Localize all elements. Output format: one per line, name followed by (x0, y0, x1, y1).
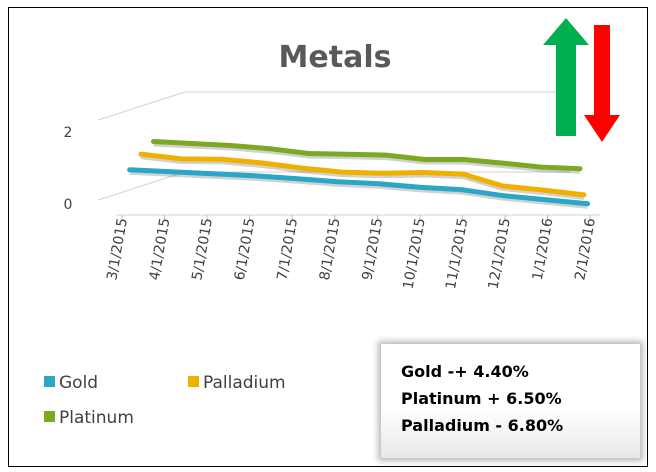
series-line-palladium (138, 151, 587, 198)
series-line-platinum (151, 139, 583, 172)
legend-label-palladium: Palladium (203, 373, 286, 393)
x-tick-label: 10/1/2015 (401, 217, 429, 290)
palladium-change-text: Palladium - 6.80% (401, 416, 564, 435)
x-tick-label: 5/1/2015 (189, 217, 216, 282)
axis-depth-line (97, 171, 186, 201)
y-tick-label: 2 (64, 125, 73, 141)
gold-change-text: Gold -+ 4.40% (401, 362, 529, 381)
down-arrow-icon (584, 25, 620, 142)
x-tick-label: 1/1/2016 (530, 217, 557, 282)
x-tick-label: 8/1/2015 (317, 217, 344, 282)
series-line-gold (127, 167, 591, 207)
chart-title: Metals (279, 40, 392, 75)
y-tick-label: 0 (64, 197, 73, 213)
x-tick-label: 4/1/2015 (147, 217, 174, 282)
change-annotation-box: Gold -+ 4.40% Platinum + 6.50% Palladium… (381, 344, 640, 458)
x-tick-label: 6/1/2015 (232, 217, 259, 282)
x-tick-label: 3/1/2015 (104, 217, 131, 282)
x-tick-label: 12/1/2015 (486, 217, 514, 290)
legend-swatch-platinum (44, 411, 55, 422)
legend-label-platinum: Platinum (59, 408, 134, 428)
platinum-change-text: Platinum + 6.50% (401, 389, 562, 408)
x-tick-label: 2/1/2016 (572, 217, 599, 282)
legend-swatch-palladium (188, 376, 199, 387)
x-tick-label: 7/1/2015 (274, 217, 301, 282)
x-tick-label: 9/1/2015 (360, 217, 387, 282)
legend-label-gold: Gold (59, 373, 98, 393)
x-tick-label: 11/1/2015 (443, 217, 471, 290)
axis-depth-line (97, 91, 186, 121)
up-arrow-icon (543, 18, 589, 136)
legend-swatch-gold (44, 376, 55, 387)
